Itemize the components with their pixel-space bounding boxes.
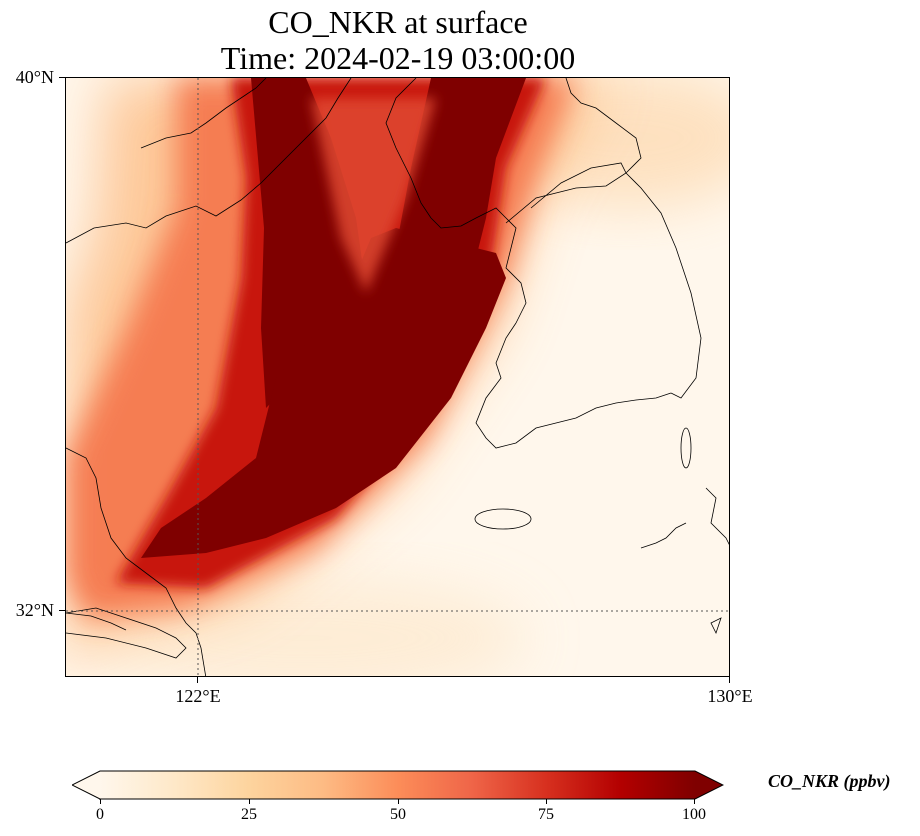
colorbar-extend-max-arrow (695, 771, 723, 799)
coastline-japan-kyushu (705, 487, 729, 545)
coastline-china-east-yangtze (66, 447, 207, 676)
colorbar-tick-label-75: 75 (538, 806, 554, 823)
colorbar-tick-label-25: 25 (241, 806, 257, 823)
colorbar-extend-min-arrow (72, 771, 100, 799)
field-lighter-center-streak (311, 98, 436, 293)
coastline-small-island-south (710, 617, 722, 635)
map-title-line-2: Time: 2024-02-19 03:00:00 (220, 40, 576, 76)
cbar-tick-mark-25 (249, 799, 250, 804)
lon-label-130: 130°E (707, 686, 753, 706)
coastline-korea-east (625, 172, 702, 399)
coastline-inland-river (66, 612, 127, 631)
colorbar-tick-label-50: 50 (390, 806, 406, 823)
coastline-bohai-east (385, 78, 432, 219)
colorbar (72, 770, 724, 800)
lat-label-40: 40°N (15, 67, 54, 87)
lon-label-122: 122°E (175, 686, 221, 706)
co-concentration-field (66, 78, 729, 676)
map-panel (65, 77, 730, 677)
coastline-yangtze-estuary (66, 607, 187, 659)
lon-tick-122 (197, 677, 198, 683)
cbar-tick-mark-50 (398, 799, 399, 804)
lat-tick-32 (59, 610, 65, 611)
colorbar-gradient (100, 771, 695, 799)
cbar-tick-mark-75 (546, 799, 547, 804)
colorbar-tick-label-100: 100 (682, 806, 706, 823)
gridlines (66, 78, 729, 676)
field-core-main (141, 228, 506, 558)
coastline-liaodong-peninsula (140, 78, 267, 149)
map-title-line-1: CO_NKR at surface (268, 4, 528, 40)
cbar-tick-mark-0 (100, 799, 101, 804)
coastline-north-korea-west (430, 207, 527, 324)
map-canvas (66, 78, 729, 676)
colorbar-tick-label-0: 0 (96, 806, 104, 823)
coastline-korea-west-south (475, 322, 672, 449)
lat-tick-40 (59, 77, 65, 78)
lat-label-32: 32°N (15, 600, 54, 620)
colorbar-label: CO_NKR (ppbv) (768, 771, 891, 791)
coastline-tsushima (680, 427, 692, 469)
coastline-jeju-island (474, 508, 532, 530)
cbar-tick-mark-100 (694, 799, 695, 804)
coastline-china-north (66, 78, 352, 244)
coastline-japan-islands-south (640, 522, 687, 549)
coastlines (66, 78, 729, 676)
coastline-korea-north-east (565, 78, 642, 174)
lon-tick-130 (729, 677, 730, 683)
